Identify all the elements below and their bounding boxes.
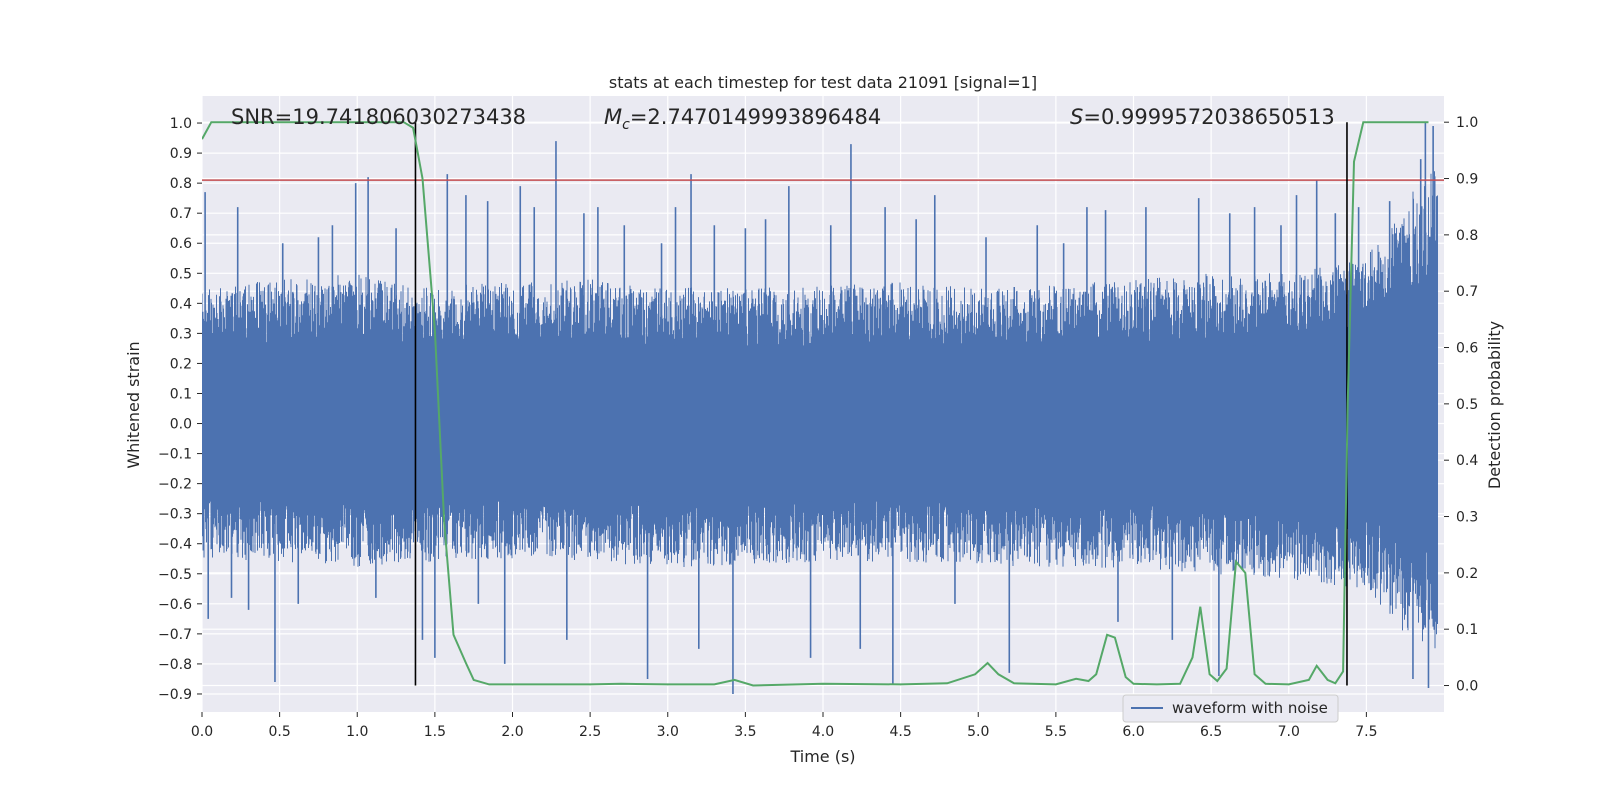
chart-title: stats at each timestep for test data 210… (609, 73, 1037, 92)
y-tick-label: −0.1 (158, 447, 192, 463)
y2-tick-label: 0.4 (1456, 453, 1478, 469)
y2-tick-label: 0.3 (1456, 510, 1478, 526)
y2-tick-label: 0.0 (1456, 679, 1478, 695)
x-tick-label: 3.0 (657, 724, 679, 740)
y2-tick-label: 0.2 (1456, 566, 1478, 582)
y-tick-label: −0.7 (158, 627, 192, 643)
y-axis-left: 1.0 0.9 0.8 0.7 0.6 0.5 0.4 0.3 0.2 0.1 0.0 −0.1 −0.… (158, 116, 202, 703)
y-tick-label: −0.8 (158, 657, 192, 673)
y-tick-label: −0.9 (158, 687, 192, 703)
legend: waveform with noise (1122, 694, 1339, 723)
legend-label: waveform with noise (1172, 699, 1328, 717)
x-axis: 0.0 0.5 1.0 1.5 2.0 2.5 3.0 3.5 4.0 4.5 5.0 5.5 6.0 6… (191, 712, 1378, 740)
x-tick-label: 6.5 (1200, 724, 1222, 740)
x-tick-label: 5.5 (1045, 724, 1067, 740)
probability-series (202, 121, 1429, 687)
y-tick-label: −0.4 (158, 537, 192, 553)
x-tick-label: 1.5 (424, 724, 446, 740)
y2-tick-label: 0.5 (1456, 397, 1478, 413)
y-tick-label: 0.6 (170, 236, 192, 252)
x-tick-label: 4.0 (812, 724, 834, 740)
y-tick-label: 1.0 (170, 116, 192, 132)
y-tick-label: −0.5 (158, 567, 192, 583)
chirp-mass-annotation: Mc=2.7470149993896484 (604, 105, 881, 133)
y-tick-label: 0.9 (170, 146, 192, 162)
y-tick-label: 0.8 (170, 176, 192, 192)
y-tick-label: −0.2 (158, 477, 192, 493)
x-tick-label: 5.0 (967, 724, 989, 740)
y2-tick-label: 1.0 (1456, 115, 1478, 131)
x-tick-label: 7.0 (1278, 724, 1300, 740)
score-annotation: S=0.9999572038650513 (1070, 105, 1335, 129)
y-tick-label: 0.0 (170, 417, 192, 433)
y-axis-right: 1.0 0.9 0.8 0.7 0.6 0.5 0.4 0.3 0.2 0.1 0.0 (1444, 115, 1478, 695)
snr-annotation: SNR=19.741806030273438 (231, 105, 526, 129)
y-tick-label: −0.6 (158, 597, 192, 613)
waveform-series (202, 123, 1438, 694)
legend-box (1122, 694, 1339, 723)
y2-axis-label: Detection probability (1485, 321, 1504, 489)
x-tick-label: 6.0 (1122, 724, 1144, 740)
y-tick-label: 0.5 (170, 266, 192, 282)
x-tick-label: 1.0 (346, 724, 368, 740)
y-axis-label: Whitened strain (124, 341, 143, 468)
x-axis-label: Time (s) (789, 747, 855, 766)
y-tick-label: 0.3 (170, 326, 192, 342)
y-tick-label: 0.1 (170, 386, 192, 402)
y2-tick-label: 0.6 (1456, 341, 1478, 357)
y2-tick-label: 0.9 (1456, 172, 1478, 188)
x-tick-label: 3.5 (734, 724, 756, 740)
x-tick-label: 2.0 (501, 724, 523, 740)
y-tick-label: −0.3 (158, 507, 192, 523)
x-tick-label: 0.5 (268, 724, 290, 740)
waveform-core (202, 345, 1438, 502)
probability-line (202, 121, 1429, 687)
y2-tick-label: 0.1 (1456, 622, 1478, 638)
y-tick-label: 0.2 (170, 356, 192, 372)
x-tick-label: 4.5 (889, 724, 911, 740)
x-tick-label: 7.5 (1355, 724, 1377, 740)
x-tick-label: 2.5 (579, 724, 601, 740)
y-tick-label: 0.4 (170, 296, 192, 312)
y-tick-label: 0.7 (170, 206, 192, 222)
y2-tick-label: 0.7 (1456, 284, 1478, 300)
x-tick-label: 0.0 (191, 724, 213, 740)
y2-tick-label: 0.8 (1456, 228, 1478, 244)
